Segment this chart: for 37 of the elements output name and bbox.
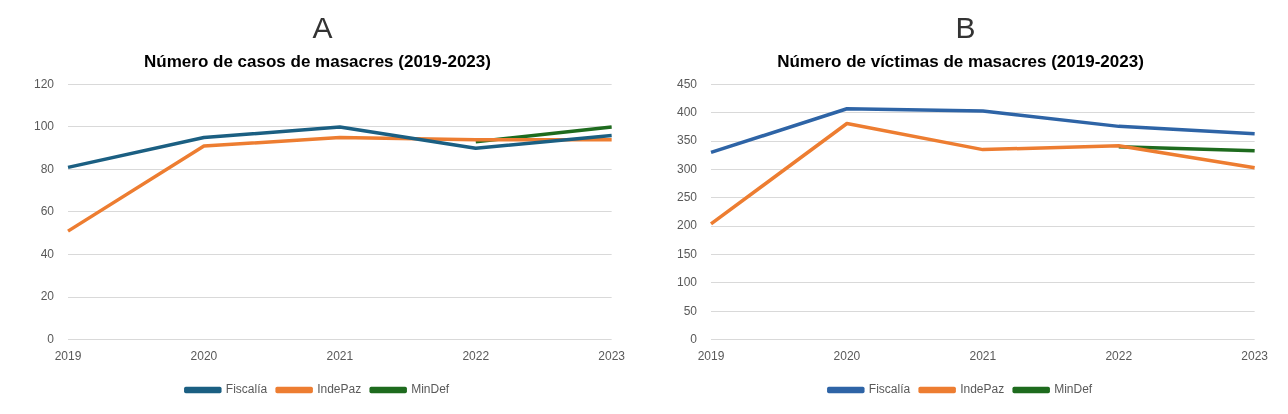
y-tick-label: 300 xyxy=(676,161,698,176)
x-tick-label: 2021 xyxy=(326,349,354,364)
y-tick-label: 100 xyxy=(676,275,698,290)
y-tick-label: 0 xyxy=(47,331,55,346)
legend-label: Fiscalía xyxy=(868,382,911,397)
text: B xyxy=(955,10,976,46)
x-tick-label: 2023 xyxy=(1241,349,1269,364)
x-tick-label: 2020 xyxy=(833,349,861,364)
legend-label: MinDef xyxy=(1054,382,1093,397)
y-tick-label: 120 xyxy=(33,76,55,91)
y-tick-label: 200 xyxy=(676,218,698,233)
y-tick-label: 350 xyxy=(676,133,698,148)
chart-title: Número de víctimas de masacres (2019-2023) xyxy=(777,51,1144,71)
chart-title: Número de casos de masacres (2019-2023) xyxy=(144,51,491,71)
y-tick-label: 150 xyxy=(676,246,698,261)
y-tick-label: 250 xyxy=(676,190,698,205)
x-tick-label: 2020 xyxy=(190,349,218,364)
y-tick-label: 450 xyxy=(676,76,698,91)
legend-label: IndePaz xyxy=(317,382,362,397)
y-tick-label: 60 xyxy=(40,204,55,219)
x-tick-label: 2023 xyxy=(598,349,626,364)
x-tick-label: 2021 xyxy=(969,349,997,364)
legend-label: MinDef xyxy=(411,382,450,397)
y-tick-label: 50 xyxy=(683,303,698,318)
y-tick-label: 0 xyxy=(690,331,698,346)
text: A xyxy=(312,10,333,46)
y-tick-label: 20 xyxy=(40,289,55,304)
x-tick-label: 2022 xyxy=(1105,349,1133,364)
legend-label: Fiscalía xyxy=(225,382,268,397)
x-tick-label: 2019 xyxy=(697,349,725,364)
y-tick-label: 40 xyxy=(40,246,55,261)
x-tick-label: 2022 xyxy=(462,349,490,364)
x-tick-label: 2019 xyxy=(54,349,82,364)
y-tick-label: 100 xyxy=(33,119,55,134)
legend-label: IndePaz xyxy=(960,382,1005,397)
y-tick-label: 400 xyxy=(676,105,698,120)
y-tick-label: 80 xyxy=(40,161,55,176)
